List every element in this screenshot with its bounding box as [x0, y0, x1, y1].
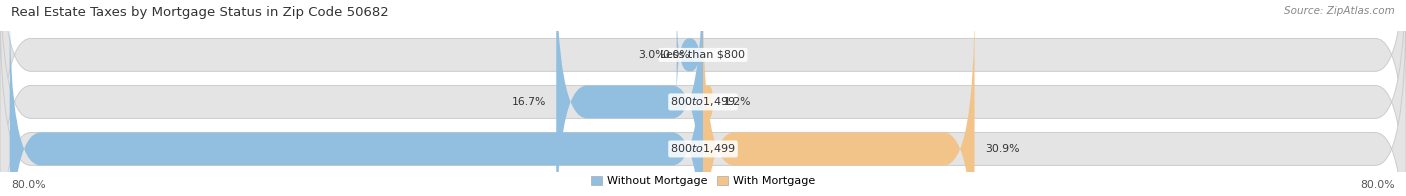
Text: Source: ZipAtlas.com: Source: ZipAtlas.com — [1284, 6, 1395, 16]
Text: Less than $800: Less than $800 — [661, 50, 745, 60]
Text: $800 to $1,499: $800 to $1,499 — [671, 142, 735, 155]
Legend: Without Mortgage, With Mortgage: Without Mortgage, With Mortgage — [586, 171, 820, 191]
Text: 30.9%: 30.9% — [986, 144, 1019, 154]
Text: 80.0%: 80.0% — [11, 180, 46, 190]
Text: 1.2%: 1.2% — [724, 97, 752, 107]
FancyBboxPatch shape — [703, 85, 713, 118]
Text: 16.7%: 16.7% — [512, 97, 546, 107]
FancyBboxPatch shape — [557, 0, 703, 196]
FancyBboxPatch shape — [703, 1, 974, 196]
FancyBboxPatch shape — [676, 8, 703, 102]
Text: 3.0%: 3.0% — [638, 50, 666, 60]
FancyBboxPatch shape — [10, 1, 703, 196]
Text: 0.0%: 0.0% — [662, 50, 690, 60]
Text: 80.0%: 80.0% — [1360, 180, 1395, 190]
Text: $800 to $1,499: $800 to $1,499 — [671, 95, 735, 108]
Text: Real Estate Taxes by Mortgage Status in Zip Code 50682: Real Estate Taxes by Mortgage Status in … — [11, 6, 389, 19]
